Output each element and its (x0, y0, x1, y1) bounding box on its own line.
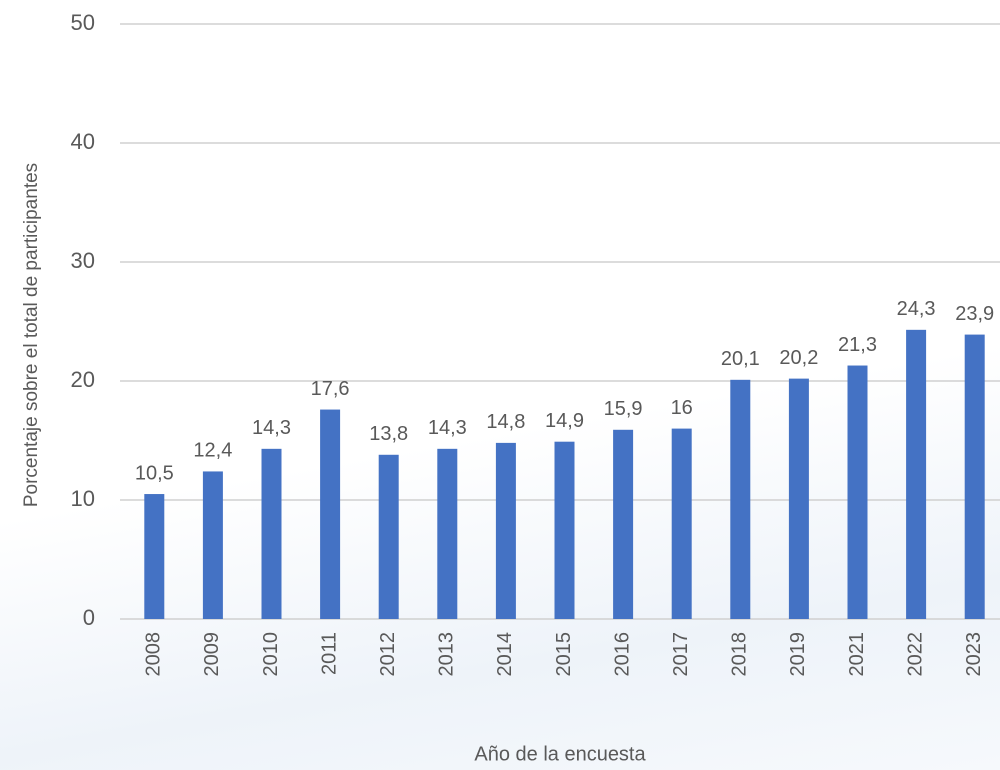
x-tick-label: 2014 (494, 632, 516, 677)
bar (437, 448, 458, 619)
x-tick-label: 2015 (553, 632, 575, 677)
x-tick-label: 2017 (670, 632, 692, 677)
bar (261, 448, 282, 619)
data-label: 13,8 (369, 423, 408, 445)
x-tick-label: 2008 (143, 632, 165, 677)
x-tick-label: 2016 (611, 632, 633, 677)
x-tick-label: 2022 (904, 632, 926, 677)
x-tick-label: 2011 (318, 632, 340, 675)
y-tick-label: 40 (71, 129, 95, 154)
bar (788, 378, 809, 619)
y-tick-label: 10 (71, 486, 95, 511)
x-tick-label: 2012 (377, 632, 399, 677)
x-tick-label: 2009 (201, 632, 223, 677)
data-label: 20,2 (779, 347, 818, 369)
x-tick-label: 2010 (260, 632, 282, 677)
data-label: 14,3 (252, 417, 291, 439)
bar (671, 428, 692, 619)
x-axis-title: Año de la encuesta (474, 743, 646, 765)
bar (378, 454, 399, 619)
bar (554, 441, 575, 619)
y-tick-label: 20 (71, 367, 95, 392)
x-tick-label: 2023 (963, 632, 985, 677)
bar (613, 429, 634, 619)
data-label: 10,5 (135, 462, 174, 484)
bar (202, 471, 223, 619)
x-tick-label: 2019 (787, 632, 809, 677)
bar (144, 494, 165, 619)
y-tick-label: 30 (71, 248, 95, 273)
data-label: 21,3 (838, 334, 877, 356)
x-tick-label: 2021 (846, 632, 868, 677)
bar (730, 379, 751, 619)
data-label: 12,4 (193, 440, 232, 462)
x-tick-label: 2018 (729, 632, 751, 677)
data-label: 20,1 (721, 348, 760, 370)
bar (906, 329, 927, 619)
bar (495, 442, 516, 619)
y-axis-title: Porcentaje sobre el total de participant… (21, 163, 42, 507)
data-label: 24,3 (897, 298, 936, 320)
bar (847, 365, 868, 619)
data-label: 14,8 (486, 411, 525, 433)
data-label: 23,9 (955, 303, 994, 325)
data-label: 17,6 (311, 378, 350, 400)
y-tick-label: 50 (71, 10, 95, 35)
data-label: 14,3 (428, 417, 467, 439)
y-tick-label: 0 (83, 605, 95, 630)
bar (964, 334, 985, 619)
data-label: 15,9 (604, 398, 643, 420)
bar (320, 409, 341, 619)
data-label: 14,9 (545, 410, 584, 432)
data-label: 16 (671, 397, 693, 419)
x-tick-label: 2013 (436, 632, 458, 677)
